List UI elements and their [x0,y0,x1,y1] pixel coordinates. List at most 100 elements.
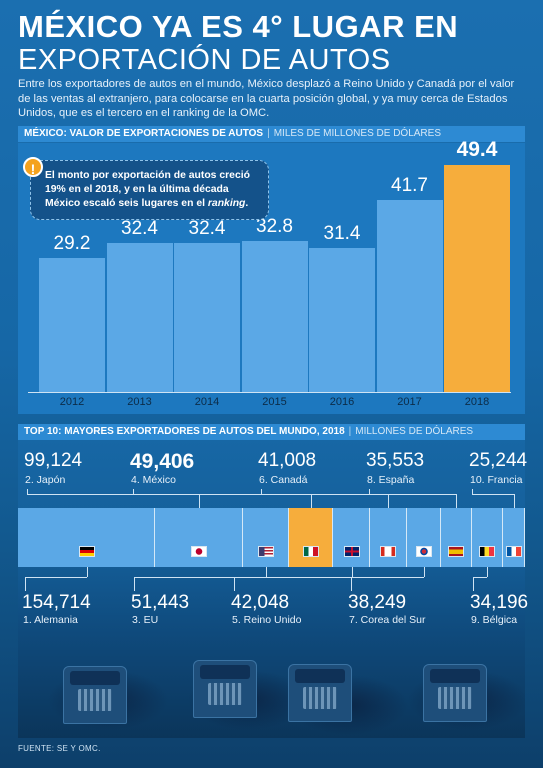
leader-line [487,567,489,577]
germany-flag-icon [78,546,95,557]
section-header-mexico-exports: MÉXICO: VALOR DE EXPORTACIONES DE AUTOS |… [18,126,525,142]
strip-reino-unido [332,508,371,567]
leader-line [351,577,424,578]
spain-flag-icon [448,546,465,557]
exporter-label: 8. España [367,474,415,486]
leader-line [234,577,352,578]
strip-alemania [18,508,156,567]
usa-flag-icon [258,546,275,557]
x-tick-label: 2018 [464,396,490,408]
bar-2017 [376,200,443,392]
leader-line [266,567,268,577]
leader-line [133,494,311,495]
callout-text: El monto por exportación de autos creció… [45,170,250,209]
section-separator: | [267,128,270,139]
bar-value-label: 49.4 [456,137,498,161]
strip-japón [155,508,244,567]
leader-line [134,577,267,578]
bar-value-label: 29.2 [53,232,91,254]
leader-line [234,577,235,591]
section-header-top10: TOP 10: MAYORES EXPORTADORES DE AUTOS DE… [18,424,525,440]
leader-line [25,577,87,578]
exporter-value: 99,124 [24,450,83,471]
exporter-label: 3. EU [132,614,159,626]
leader-line [472,494,514,495]
strip-canadá [370,508,407,567]
exporter-value: 25,244 [469,450,528,471]
callout-text-end: . [245,198,249,209]
strip-corea-del-sur [406,508,441,567]
bar-2015 [241,241,308,392]
exporter-value: 49,406 [130,450,195,473]
x-tick-label: 2014 [194,396,220,408]
truck-icon [423,664,487,722]
bar-2014 [174,242,240,392]
strip-bélgica [472,508,503,567]
callout-italic-text: ranking [207,198,246,209]
warning-icon: ! [23,157,43,177]
leader-line [27,494,200,495]
exporter-value: 154,714 [22,592,91,613]
leader-line [311,494,312,508]
truck-icon [193,660,257,718]
exporter-value: 34,196 [470,592,529,613]
exporter-label: 10. Francia [470,474,523,486]
truck-icon [63,666,127,724]
bar-value-label: 31.4 [323,222,361,244]
bar-2012 [39,257,105,392]
leader-line [513,494,515,508]
x-tick-label: 2016 [329,396,355,408]
japan-flag-icon [191,546,208,557]
bar-value-label: 32.8 [256,216,293,238]
exporter-value: 42,048 [231,592,290,613]
bar-value-label: 32.4 [121,217,158,239]
section-title: MÉXICO: VALOR DE EXPORTACIONES DE AUTOS [24,128,264,139]
page-subtitle: EXPORTACIÓN DE AUTOS [18,44,391,76]
leader-line [199,494,201,508]
strip-españa [440,508,473,567]
leader-line [86,567,88,577]
section-unit: MILLONES DE DÓLARES [355,426,474,437]
x-axis-line [28,392,511,393]
exporter-value: 38,249 [348,592,407,613]
lead-paragraph: Entre los exportadores de autos en el mu… [18,78,515,119]
bar-value-label: 32.4 [188,217,226,239]
leader-line [473,577,474,591]
leader-line [369,489,370,495]
belgium-flag-icon [479,546,496,557]
source-note: FUENTE: SE Y OMC. [18,744,101,753]
leader-line [473,577,488,578]
strip-eu [243,508,290,567]
exporter-label: 6. Canadá [259,474,308,486]
exporter-label: 4. México [131,474,176,486]
leader-line [27,489,28,495]
south-korea-flag-icon [415,546,432,557]
bar-2013 [106,242,173,392]
exporter-value: 51,443 [131,592,190,613]
leader-line [369,494,457,495]
leader-line [472,489,473,495]
leader-line [456,494,458,508]
strip-francia [502,508,525,567]
france-flag-icon [505,546,522,557]
bar-2018 [444,164,510,392]
truck-icon [288,664,352,722]
bar-2016 [309,247,375,392]
info-callout: ! El monto por exportación de autos crec… [23,157,269,220]
x-tick-label: 2012 [59,396,85,408]
exporter-value: 41,008 [258,450,317,471]
trucks-photo [18,620,525,738]
exporter-label: 1. Alemania [23,614,78,626]
exporter-value: 35,553 [366,450,425,471]
leader-line [261,489,262,495]
exporter-label: 5. Reino Unido [232,614,302,626]
leader-line [134,577,135,591]
exporter-label: 7. Corea del Sur [349,614,426,626]
x-tick-label: 2013 [127,396,152,408]
section-separator: | [348,426,352,437]
section-title: TOP 10: MAYORES EXPORTADORES DE AUTOS DE… [24,426,345,437]
leader-line [261,494,389,495]
leader-line [25,577,26,591]
leader-line [423,567,425,577]
uk-flag-icon [343,546,360,557]
